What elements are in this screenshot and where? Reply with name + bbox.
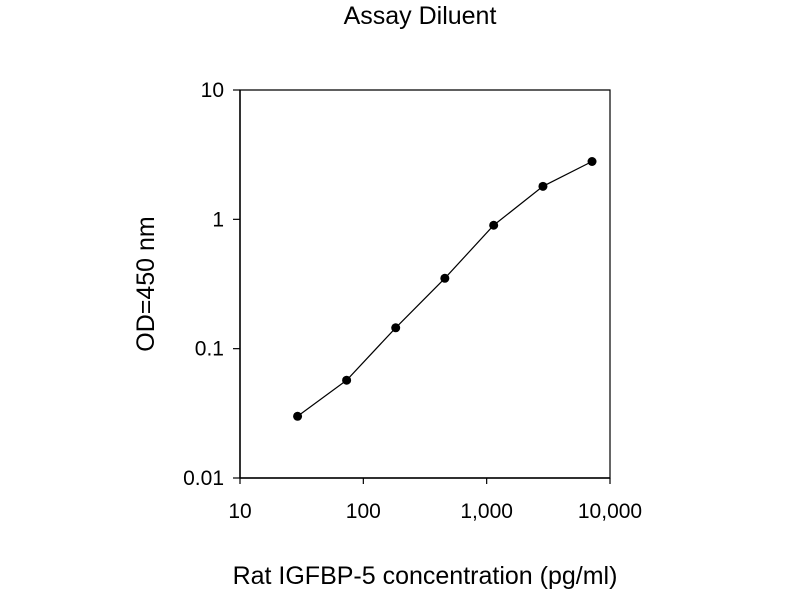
data-point	[587, 157, 597, 167]
data-point	[489, 220, 499, 230]
data-point	[440, 273, 450, 283]
data-point	[342, 375, 352, 385]
y-tick-label: 10	[201, 79, 224, 102]
data-point	[538, 181, 548, 191]
series-line	[297, 160, 593, 417]
y-tick-label: 0.01	[183, 467, 224, 490]
series-layer	[293, 157, 597, 421]
y-axis-ticks: 0.01 0.1 1 10	[183, 79, 240, 490]
x-tick-label: 100	[346, 500, 381, 523]
x-tick-label: 10,000	[578, 500, 642, 523]
x-tick-label: 10	[228, 500, 251, 523]
x-axis-label: Rat IGFBP-5 concentration (pg/ml)	[233, 562, 618, 590]
x-tick-label: 1,000	[460, 500, 513, 523]
y-tick-label: 1	[212, 208, 224, 231]
x-axis-ticks: 10 100 1,000 10,000	[228, 478, 642, 523]
data-point	[293, 411, 303, 421]
data-point	[391, 323, 401, 333]
chart-title: Assay Diluent	[344, 2, 497, 30]
y-tick-label: 0.1	[195, 338, 224, 361]
y-axis-label: OD=450 nm	[132, 216, 160, 352]
